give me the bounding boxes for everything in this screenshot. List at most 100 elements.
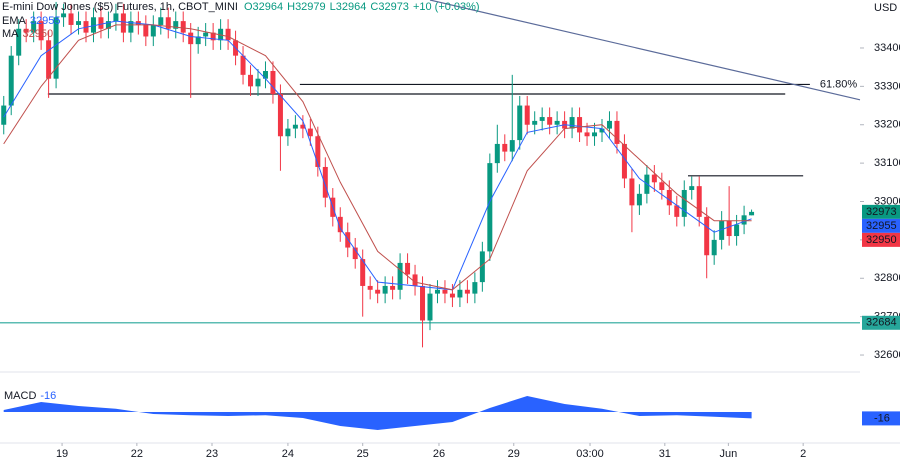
candle-body: [270, 71, 276, 95]
candle-body: [16, 28, 22, 56]
macd-value: -16: [40, 390, 56, 402]
x-tick-label: 23: [206, 448, 218, 460]
candle-body: [225, 28, 231, 41]
candle-body: [352, 247, 358, 260]
candle-body: [487, 163, 493, 252]
candle-body: [726, 220, 732, 237]
candle-body: [255, 78, 261, 87]
candle-body: [90, 17, 96, 33]
candle-body: [577, 117, 583, 133]
currency: USD: [874, 2, 897, 14]
price-badge: [862, 315, 900, 330]
price-badge: [862, 218, 900, 233]
ohlc-value: O32964: [244, 1, 283, 13]
indicator-value: 32955: [30, 15, 61, 27]
candle-body: [1, 105, 7, 125]
candle-body: [674, 205, 680, 217]
macd-legend: MACD -16: [4, 390, 56, 402]
candle-body: [749, 211, 755, 216]
trendline: [429, 0, 861, 101]
candle-body: [449, 293, 455, 298]
y-tick-label: 33100: [874, 157, 900, 169]
candle-body: [292, 124, 298, 129]
candle-body: [569, 117, 575, 129]
x-tick-label: Jun: [720, 448, 738, 460]
candle-body: [584, 132, 590, 137]
candle-body: [23, 28, 29, 33]
candle-body: [636, 193, 642, 206]
candle-body: [300, 124, 306, 129]
candle-body: [517, 105, 523, 141]
candle-body: [427, 293, 433, 321]
x-tick-label: 19: [56, 448, 68, 460]
candle-body: [337, 216, 343, 233]
candle-body: [262, 71, 268, 79]
candle-body: [390, 285, 396, 290]
x-tick-label: 24: [282, 448, 294, 460]
candle-body: [472, 282, 478, 294]
price-badge-label: 32955: [866, 220, 897, 232]
candle-body: [68, 13, 74, 25]
indicator-name: MA: [2, 28, 19, 40]
candle-body: [61, 13, 67, 18]
candle-body: [173, 21, 179, 29]
candle-body: [420, 285, 426, 321]
candle-body: [547, 117, 553, 125]
candle-body: [360, 259, 366, 286]
candle-body: [195, 36, 201, 45]
candle-body: [322, 166, 328, 198]
candle-body: [606, 120, 612, 129]
y-tick-label: 32800: [874, 272, 900, 284]
candle-body: [382, 285, 388, 294]
candle-body: [651, 174, 657, 183]
indicator-legend: EMA 32955: [2, 15, 60, 27]
macd-area: [3, 396, 752, 430]
candle-body: [681, 189, 687, 217]
y-tick-label: 33400: [874, 42, 900, 54]
x-tick-label: 22: [131, 448, 143, 460]
candle-body: [464, 289, 470, 294]
candle-body: [203, 32, 209, 37]
indicator-name: EMA: [2, 15, 27, 27]
level-label: 61.80%: [820, 78, 858, 90]
candle-body: [629, 178, 635, 206]
macd-name: MACD: [4, 390, 36, 402]
price-badge: [862, 204, 900, 219]
y-tick-label: 33200: [874, 119, 900, 131]
candle-body: [367, 285, 373, 290]
candle-body: [621, 143, 627, 179]
candle-body: [502, 143, 508, 152]
candle-body: [180, 21, 186, 33]
ohlc-value: C32973: [370, 1, 409, 13]
candle-body: [277, 94, 283, 137]
candle-body: [128, 21, 134, 33]
candle-body: [592, 132, 598, 137]
candle-body: [397, 262, 403, 290]
candle-body: [442, 289, 448, 294]
price-badge-label: 32684: [866, 317, 897, 329]
candle-body: [719, 220, 725, 240]
y-tick-label: 32600: [874, 349, 900, 361]
candle-body: [539, 117, 545, 121]
price-badge: [862, 232, 900, 247]
candle-body: [285, 128, 291, 137]
header-title: E-mini Dow Jones ($5) Futures, 1h, CBOT_…: [2, 1, 238, 13]
candle-body: [76, 21, 82, 25]
candle-body: [8, 55, 14, 106]
candle-body: [524, 105, 530, 125]
ohlc-value: H32979: [287, 1, 326, 13]
candle-body: [120, 13, 126, 33]
candle-body: [734, 224, 740, 237]
candle-body: [689, 186, 695, 190]
candle-body: [105, 21, 111, 29]
candle-body: [158, 17, 164, 25]
ohlc-value: +10 (+0.03%): [413, 1, 480, 13]
x-tick-label: 29: [508, 448, 520, 460]
candle-body: [532, 120, 538, 125]
candle-body: [696, 186, 702, 217]
candle-body: [509, 140, 515, 152]
candle-body: [554, 120, 560, 125]
candle-body: [704, 216, 710, 256]
candle-body: [412, 274, 418, 286]
